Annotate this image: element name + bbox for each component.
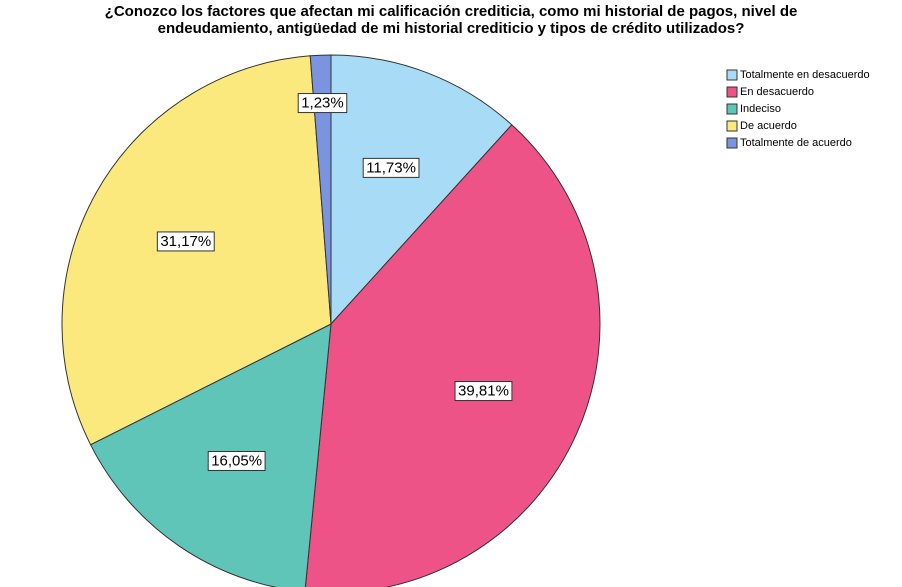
value-label-box — [207, 450, 266, 471]
legend-swatch — [726, 69, 738, 81]
pie-slice — [330, 54, 513, 326]
value-label-box — [156, 231, 215, 252]
chart-title: endeudamiento, antigüedad de mi historia… — [158, 20, 745, 37]
value-label: 1,23% — [301, 95, 344, 112]
legend-label: En desacuerdo — [740, 86, 814, 98]
legend-label: Indeciso — [740, 103, 781, 115]
pie-slice — [309, 54, 332, 325]
legend-swatch — [726, 103, 738, 115]
legend-label: Totalmente de acuerdo — [740, 137, 852, 149]
legend-swatch — [726, 120, 738, 132]
value-label-box — [454, 381, 513, 402]
value-label: 16,05% — [211, 452, 262, 469]
legend-label: De acuerdo — [740, 120, 797, 132]
value-label-box — [362, 157, 420, 178]
legend-label: Totalmente en desacuerdo — [740, 69, 870, 81]
value-label-box — [297, 93, 348, 114]
chart-title: ¿Conozco los factores que afectan mi cal… — [105, 3, 798, 20]
value-label: 11,73% — [366, 159, 416, 176]
legend-swatch — [726, 137, 738, 149]
value-label: 39,81% — [458, 383, 509, 400]
value-label: 31,17% — [160, 233, 211, 250]
pie-slice — [304, 124, 601, 587]
legend-swatch — [726, 86, 738, 98]
